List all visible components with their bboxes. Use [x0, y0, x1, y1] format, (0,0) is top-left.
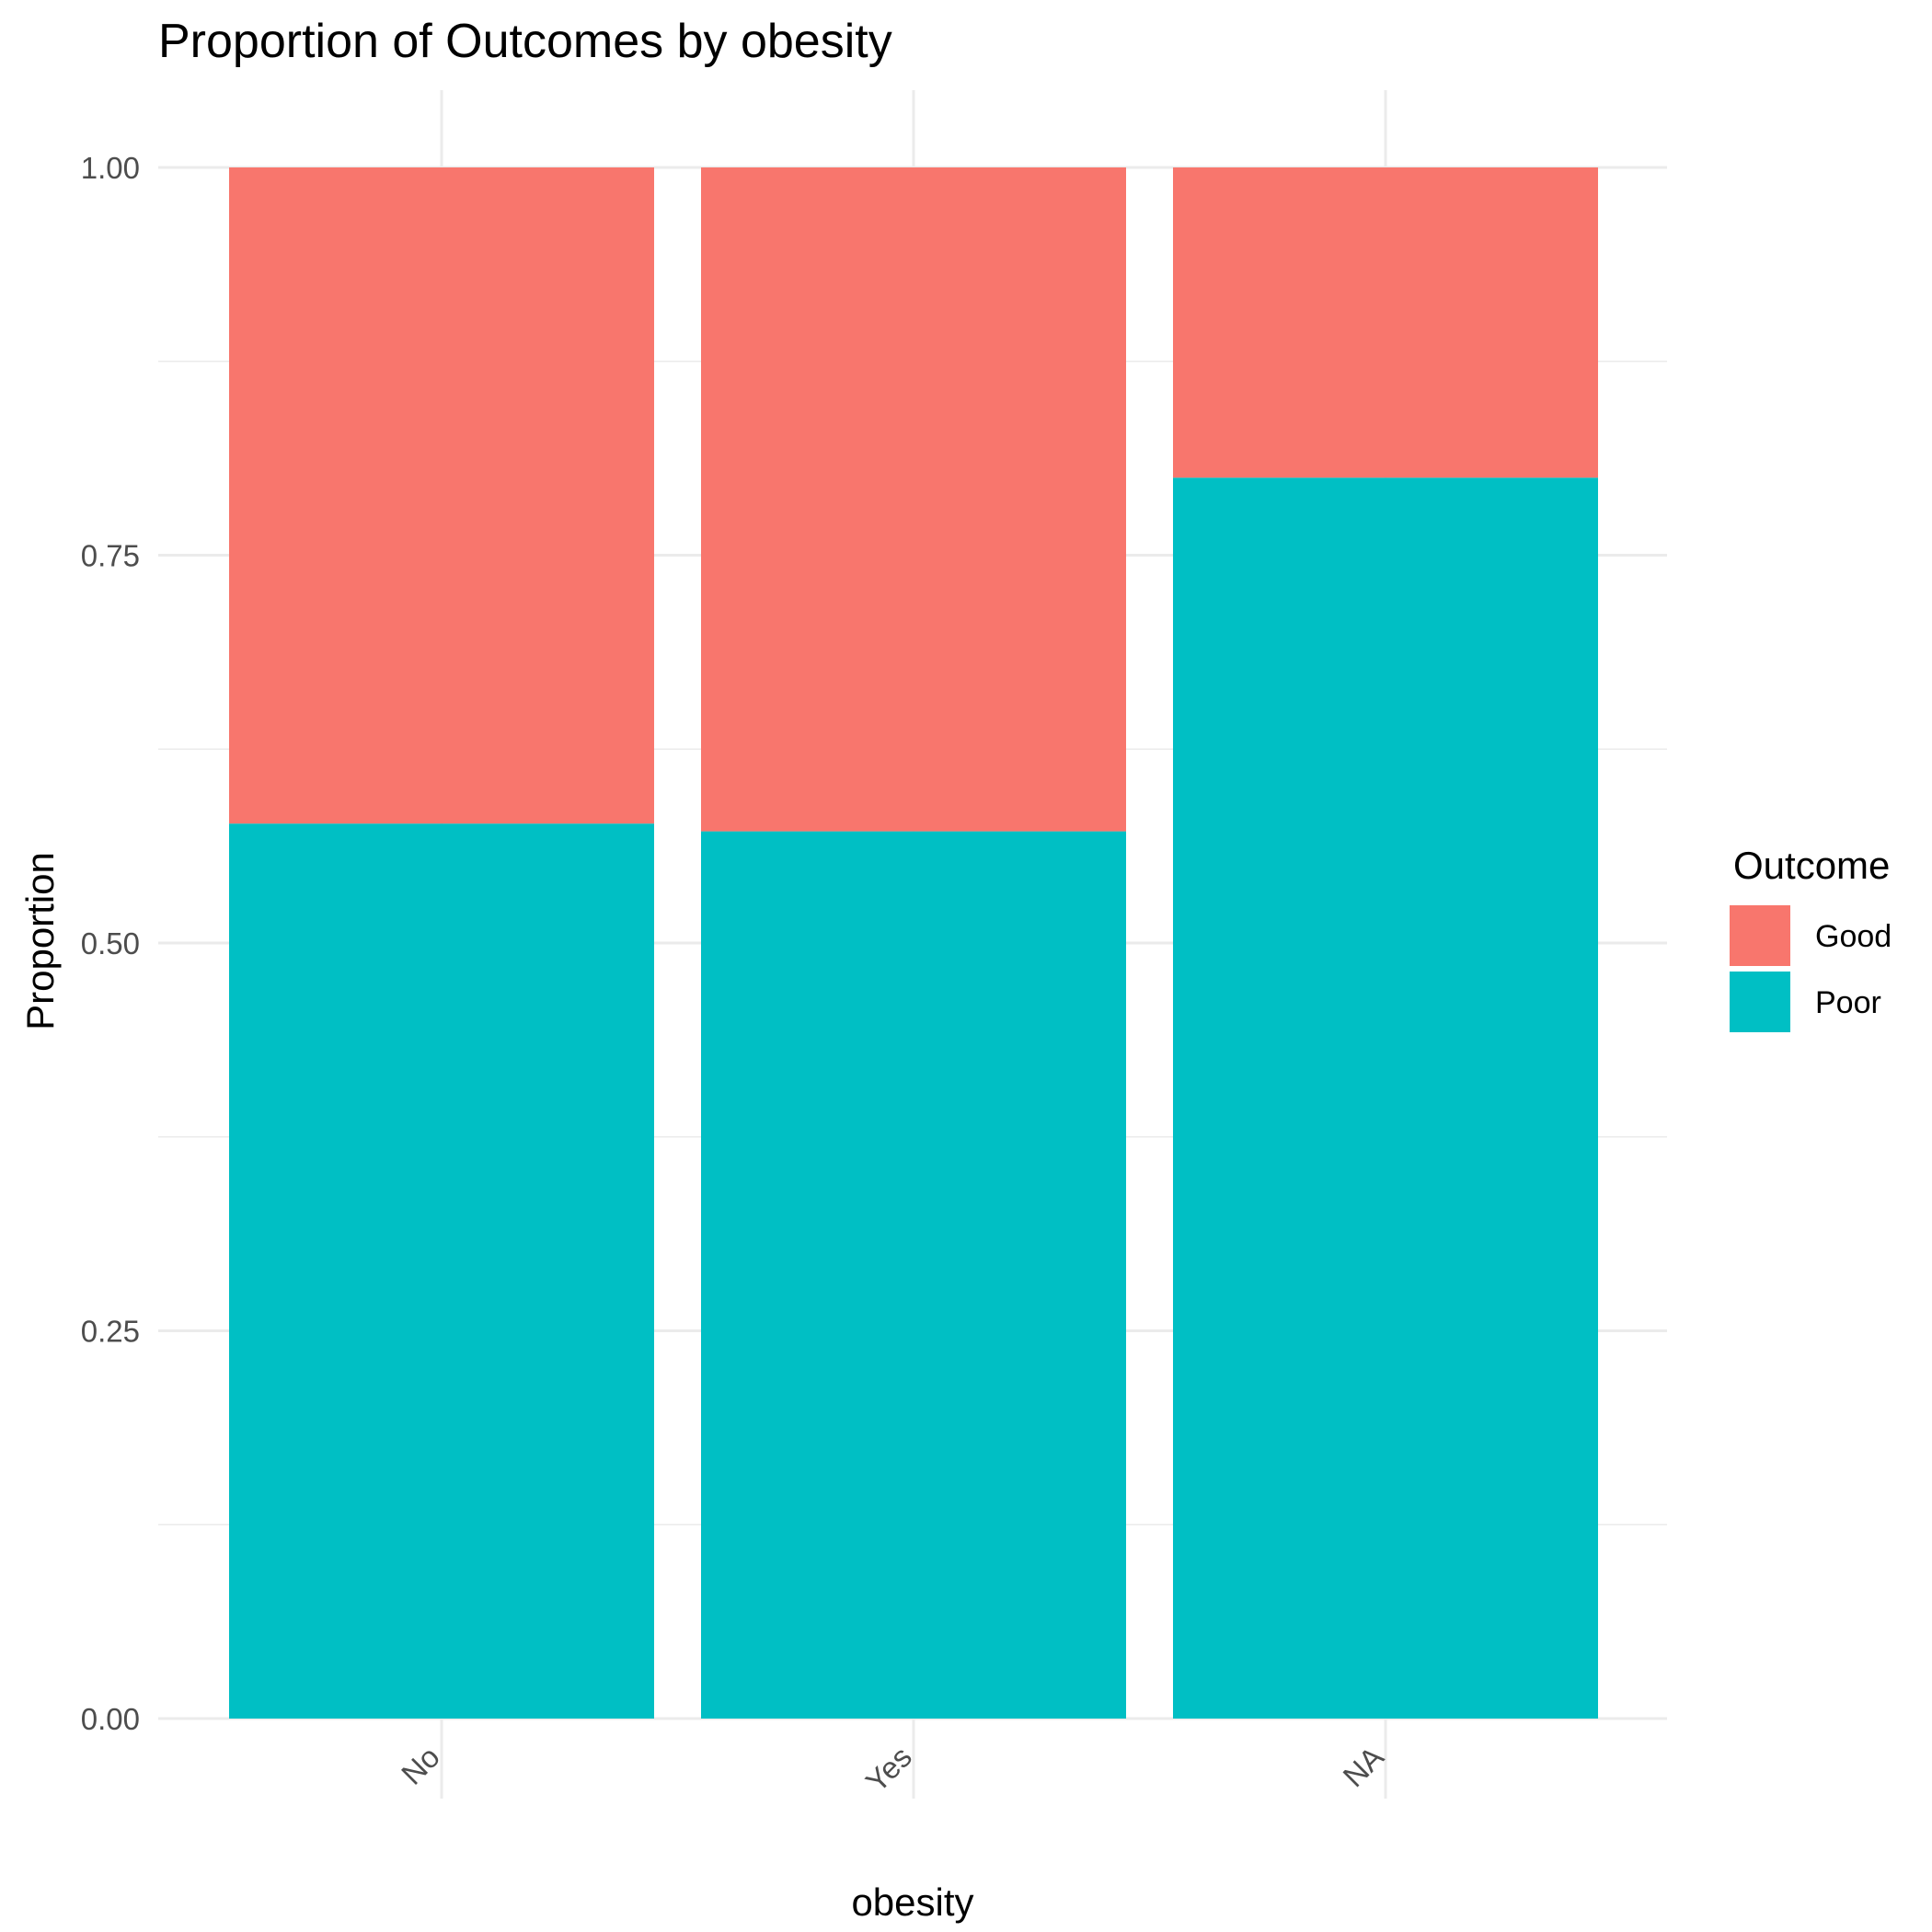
legend: Outcome Good Poor: [1730, 844, 1892, 1032]
bar-yes-poor: [701, 831, 1126, 1719]
x-tick-label: No: [395, 1740, 446, 1791]
chart-title: Proportion of Outcomes by obesity: [158, 15, 892, 68]
x-axis-ticks: No Yes NA: [395, 1740, 1390, 1799]
legend-label-poor: Poor: [1815, 985, 1881, 1020]
bar-na-poor: [1173, 477, 1598, 1719]
y-tick-label: 0.50: [81, 926, 140, 960]
y-tick-label: 0.75: [81, 539, 140, 573]
bar-no-poor: [229, 823, 654, 1719]
y-tick-label: 0.00: [81, 1702, 140, 1736]
legend-title: Outcome: [1733, 844, 1890, 887]
bars: [229, 167, 1598, 1719]
bar-yes-good: [701, 167, 1126, 832]
x-tick-label: Yes: [859, 1740, 918, 1799]
legend-key-poor: [1730, 972, 1790, 1032]
x-tick-label: NA: [1336, 1740, 1390, 1794]
legend-label-good: Good: [1815, 919, 1892, 954]
y-tick-label: 0.25: [81, 1315, 140, 1349]
y-axis-ticks: 0.00 0.25 0.50 0.75 1.00: [81, 151, 140, 1736]
bar-no-good: [229, 167, 654, 824]
bar-na-good: [1173, 167, 1598, 478]
y-tick-label: 1.00: [81, 151, 140, 185]
y-axis-title: Proportion: [18, 852, 62, 1030]
x-axis-title: obesity: [851, 1880, 973, 1924]
legend-key-good: [1730, 905, 1790, 966]
